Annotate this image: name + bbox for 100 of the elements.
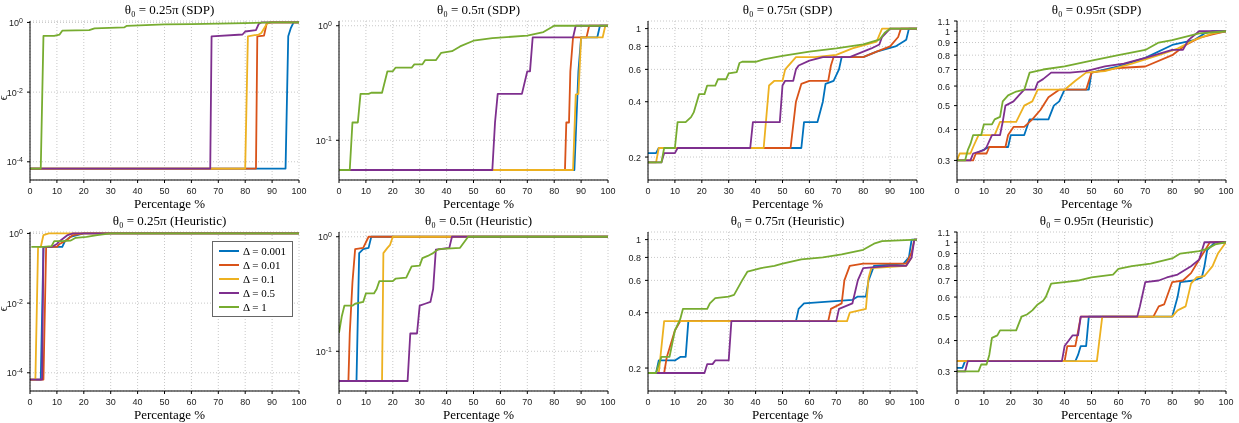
x-tick-label: 30 — [1032, 186, 1043, 196]
x-tick-label: 10 — [978, 186, 989, 196]
x-tick-label: 50 — [468, 397, 479, 407]
y-tick-label: 10$^{-2}$ — [6, 297, 24, 309]
x-tick-label: 20 — [78, 397, 89, 407]
y-tick-label: 1.1 — [937, 16, 950, 27]
x-tick-label: 60 — [186, 397, 197, 407]
x-tick-label: 30 — [1032, 397, 1043, 407]
x-axis-title: Percentage % — [132, 196, 207, 211]
chart-title: θ₀ = 0.5π (Heuristic) — [424, 212, 533, 228]
x-tick-label: 100 — [291, 186, 307, 196]
x-tick-label: 100 — [600, 397, 616, 407]
x-tick-label: 100 — [291, 397, 307, 407]
x-tick-label: 20 — [78, 186, 89, 196]
y-tick-label: 0.9 — [937, 38, 950, 49]
x-tick-label: 60 — [495, 397, 506, 407]
y-tick-label: 1 — [635, 24, 641, 35]
x-tick-label: 10 — [360, 186, 371, 196]
y-tick-label: 0.9 — [937, 249, 950, 260]
x-tick-label: 80 — [858, 397, 869, 407]
x-tick-label: 40 — [132, 397, 143, 407]
y-tick-label: 10$^{-4}$ — [6, 366, 24, 379]
y-tick-label: 10$^{0}$ — [318, 230, 333, 243]
x-tick-label: 60 — [495, 186, 506, 196]
legend-label: Δ = 0.001 — [243, 244, 286, 258]
x-tick-label: 0 — [645, 186, 651, 196]
y-tick-label: 10$^{-1}$ — [315, 134, 333, 146]
x-tick-label: 100 — [909, 397, 925, 407]
y-tick-label: 0.5 — [937, 312, 950, 323]
x-tick-label: 10 — [51, 397, 62, 407]
x-tick-label: 80 — [1167, 186, 1178, 196]
chart-title: θ₀ = 0.95π (Heuristic) — [1038, 212, 1155, 228]
y-tick-label: 0.8 — [628, 252, 641, 263]
x-tick-label: 70 — [1140, 186, 1151, 196]
y-tick-label: 1 — [944, 26, 950, 37]
y-tick-label: 0.6 — [937, 81, 950, 92]
x-tick-label: 50 — [777, 397, 788, 407]
x-tick-label: 0 — [27, 186, 33, 196]
x-tick-label: 70 — [213, 186, 224, 196]
x-tick-label: 0 — [645, 397, 651, 407]
chart-title: θ₀ = 0.25π (Heuristic) — [111, 212, 228, 228]
x-tick-label: 20 — [696, 186, 707, 196]
y-tick-label: 0.3 — [937, 366, 950, 377]
legend-label: Δ = 1 — [243, 300, 267, 314]
x-tick-label: 80 — [549, 397, 560, 407]
x-tick-label: 30 — [723, 397, 734, 407]
y-tick-label: 0.4 — [937, 125, 950, 136]
x-tick-label: 90 — [576, 186, 587, 196]
x-tick-label: 60 — [1113, 397, 1124, 407]
x-tick-label: 0 — [336, 186, 342, 196]
y-tick-label: 0.7 — [937, 65, 950, 76]
x-tick-label: 90 — [885, 397, 896, 407]
x-tick-label: 0 — [954, 186, 960, 196]
x-tick-label: 100 — [909, 186, 925, 196]
chart-title: θ₀ = 0.75π (SDP) — [741, 1, 834, 17]
x-tick-label: 30 — [414, 186, 425, 196]
x-tick-label: 0 — [954, 397, 960, 407]
x-tick-label: 10 — [978, 397, 989, 407]
y-axis-title: ϵ — [0, 95, 10, 101]
x-tick-label: 20 — [1005, 397, 1016, 407]
x-tick-label: 30 — [723, 186, 734, 196]
x-tick-label: 40 — [750, 397, 761, 407]
x-tick-label: 30 — [105, 397, 116, 407]
x-tick-label: 0 — [27, 397, 33, 407]
x-tick-label: 50 — [159, 186, 170, 196]
x-tick-label: 20 — [1005, 186, 1016, 196]
y-tick-label: 10$^{0}$ — [9, 227, 24, 239]
chart-title: θ₀ = 0.95π (SDP) — [1050, 1, 1143, 17]
x-tick-label: 60 — [186, 186, 197, 196]
y-tick-label: 1 — [635, 235, 641, 246]
x-tick-label: 100 — [600, 186, 616, 196]
x-tick-label: 20 — [387, 186, 398, 196]
x-tick-label: 80 — [240, 397, 251, 407]
x-tick-label: 10 — [51, 186, 62, 196]
x-tick-label: 50 — [1086, 397, 1097, 407]
y-tick-label: 0.4 — [937, 336, 950, 347]
x-tick-label: 40 — [441, 397, 452, 407]
x-tick-label: 60 — [804, 397, 815, 407]
x-tick-label: 50 — [777, 186, 788, 196]
y-tick-label: 10$^{-1}$ — [315, 345, 333, 357]
y-tick-label: 0.4 — [628, 308, 641, 319]
x-tick-label: 20 — [387, 397, 398, 407]
x-tick-label: 60 — [1113, 186, 1124, 196]
x-tick-label: 80 — [549, 186, 560, 196]
chart-title: θ₀ = 0.25π (SDP) — [123, 1, 216, 17]
y-tick-label: 1 — [944, 237, 950, 248]
x-tick-label: 50 — [1086, 186, 1097, 196]
chart-title: θ₀ = 0.5π (SDP) — [435, 1, 522, 17]
x-tick-label: 80 — [1167, 397, 1178, 407]
y-tick-label: 0.4 — [628, 97, 641, 108]
x-axis-title: Percentage % — [132, 407, 207, 422]
x-axis-title: Percentage % — [441, 196, 516, 211]
x-tick-label: 80 — [858, 186, 869, 196]
x-axis-title: Percentage % — [750, 407, 825, 422]
y-tick-label: 10$^{0}$ — [9, 16, 24, 28]
x-tick-label: 30 — [414, 397, 425, 407]
y-axis-title: ϵ — [0, 306, 10, 312]
legend-label: Δ = 0.1 — [243, 272, 275, 286]
y-tick-label: 0.8 — [937, 50, 950, 61]
y-tick-label: 0.8 — [937, 261, 950, 272]
